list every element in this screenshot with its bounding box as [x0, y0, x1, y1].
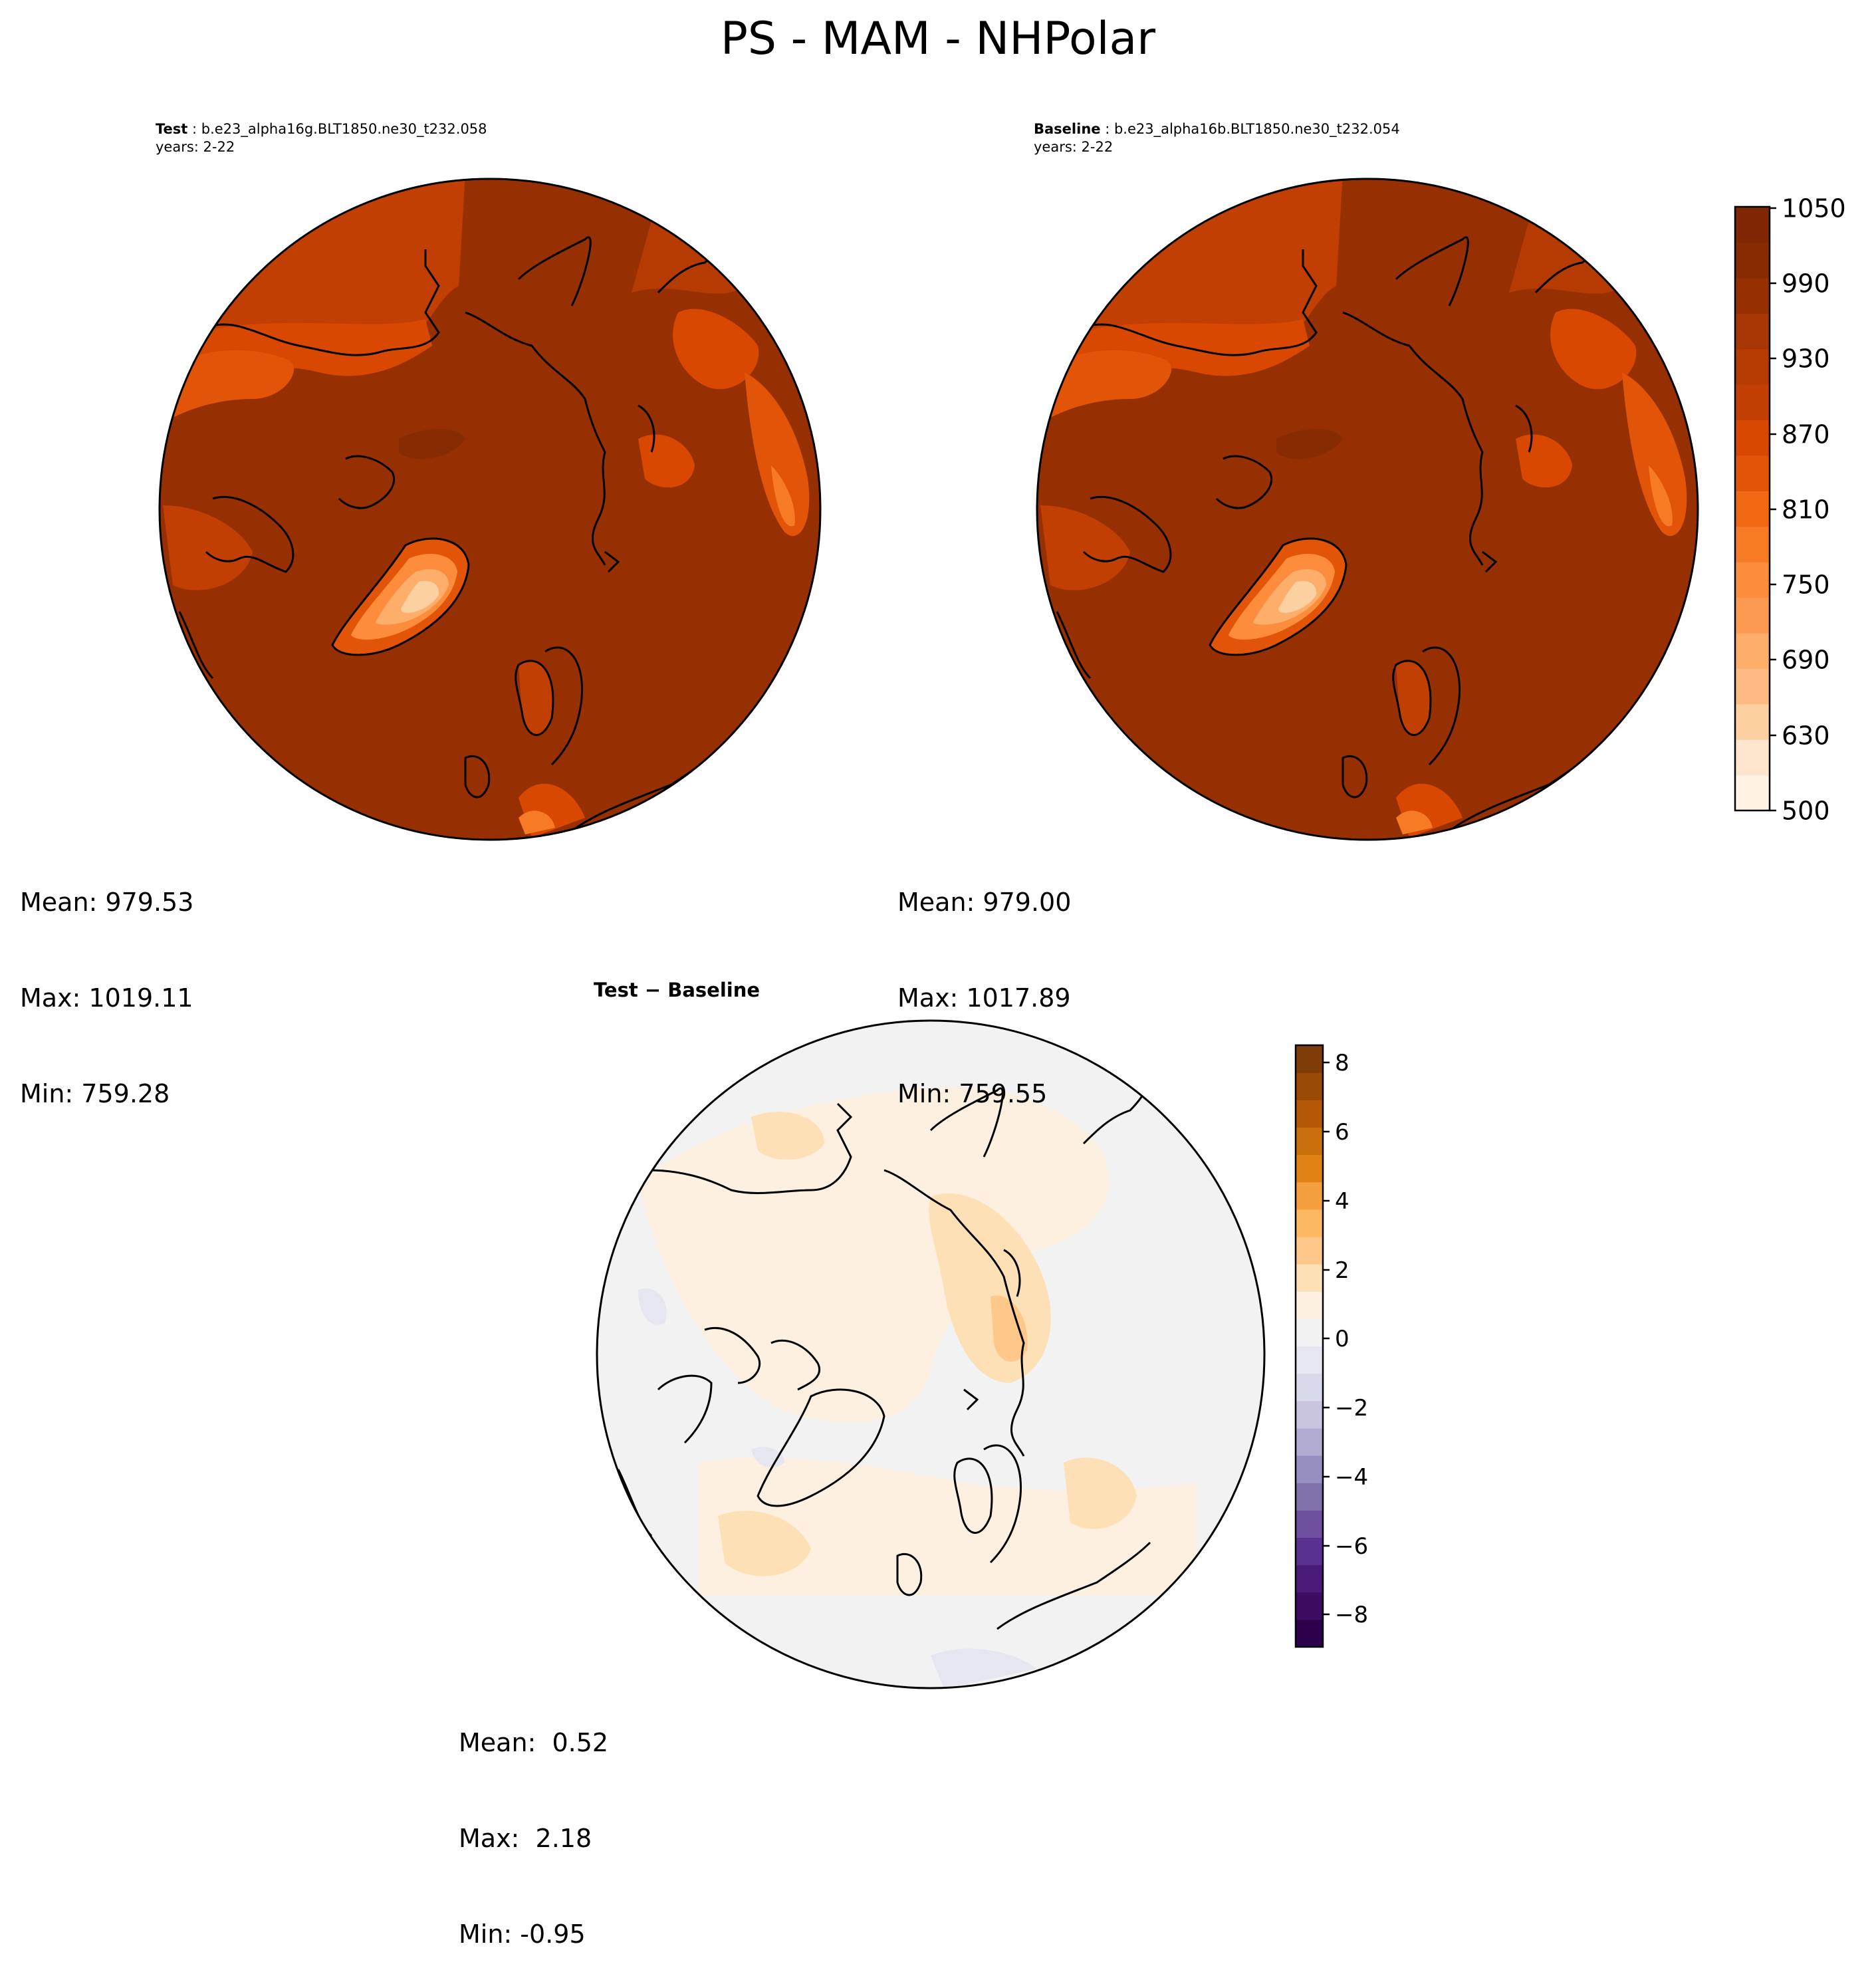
colorbar-swatch — [1296, 1537, 1323, 1566]
colorbar-tick-label: 2 — [1335, 1257, 1349, 1284]
test-min: Min: 759.28 — [20, 1079, 170, 1108]
difference-title-test: Test — [594, 979, 638, 1001]
colorbar-swatch — [1296, 1592, 1323, 1620]
baseline-mean: Mean: 979.00 — [897, 888, 1072, 917]
colorbar-swatch — [1296, 1346, 1323, 1374]
baseline-stats: Mean: 979.00 Max: 1017.89 Min: 759.55 — [897, 822, 1071, 1142]
diff-colorbar-frame — [1294, 1044, 1324, 1648]
colorbar-swatch — [1296, 1100, 1323, 1128]
test-mean: Mean: 979.53 — [20, 888, 194, 917]
ps-colorbar-ticks: 1050 990 930 870 810 750 690 630 500 — [1770, 194, 1846, 826]
colorbar-swatch — [1296, 1400, 1323, 1429]
test-case-name: : b.e23_alpha16g.BLT1850.ne30_t232.058 — [187, 121, 487, 137]
colorbar-swatch — [1735, 348, 1770, 385]
baseline-map — [1036, 178, 1699, 841]
ps-colorbar: 1050 990 930 870 810 750 690 630 500 — [1734, 194, 1846, 826]
colorbar-swatch — [1296, 1510, 1323, 1539]
difference-max: Max: 2.18 — [459, 1824, 592, 1853]
colorbar-tick-label: −2 — [1335, 1395, 1368, 1422]
colorbar-swatch — [1735, 775, 1770, 811]
colorbar-tick-label: 990 — [1782, 269, 1830, 299]
colorbar-swatch — [1296, 1318, 1323, 1347]
diff-colorbar-ticks: 8 6 4 2 0 −2 −4 −6 −8 — [1323, 1050, 1368, 1628]
figure-title: PS - MAM - NHPolar — [720, 13, 1156, 65]
test-case-title: Test : b.e23_alpha16g.BLT1850.ne30_t232.… — [156, 120, 487, 156]
colorbar-swatch — [1735, 242, 1770, 279]
baseline-min: Min: 759.55 — [897, 1079, 1048, 1108]
colorbar-tick-label: 4 — [1335, 1188, 1349, 1215]
colorbar-tick-label: 1050 — [1782, 194, 1846, 223]
test-label: Test — [156, 121, 188, 137]
colorbar-tick-label: −8 — [1335, 1602, 1368, 1628]
colorbar-tick-label: 690 — [1782, 646, 1830, 675]
baseline-years: years: 2-22 — [1034, 139, 1114, 155]
difference-title-baseline: Baseline — [667, 979, 761, 1001]
colorbar-tick-label: 630 — [1782, 721, 1830, 751]
colorbar-swatch — [1735, 455, 1770, 491]
colorbar-tick-label: −4 — [1335, 1464, 1368, 1491]
difference-map — [596, 1019, 1266, 1689]
colorbar-swatch — [1296, 1072, 1323, 1100]
colorbar-swatch — [1296, 1209, 1323, 1237]
colorbar-tick-label: 0 — [1335, 1326, 1349, 1352]
diff-colorbar: 8 6 4 2 0 −2 −4 −6 −8 — [1294, 1044, 1368, 1648]
test-stats: Mean: 979.53 Max: 1019.11 Min: 759.28 — [20, 822, 193, 1142]
colorbar-swatch — [1735, 526, 1770, 562]
baseline-case-name: : b.e23_alpha16b.BLT1850.ne30_t232.054 — [1100, 121, 1400, 137]
baseline-label: Baseline — [1034, 121, 1101, 137]
colorbar-swatch — [1735, 491, 1770, 527]
colorbar-swatch — [1735, 562, 1770, 598]
test-max: Max: 1019.11 — [20, 983, 193, 1013]
test-map — [158, 178, 822, 841]
colorbar-tick-label: 6 — [1335, 1119, 1349, 1146]
colorbar-tick-label: −6 — [1335, 1533, 1368, 1560]
colorbar-swatch — [1296, 1564, 1323, 1593]
colorbar-tick-label: 8 — [1335, 1050, 1349, 1076]
colorbar-swatch — [1296, 1181, 1323, 1210]
colorbar-swatch — [1296, 1483, 1323, 1511]
difference-min: Min: -0.95 — [459, 1920, 586, 1949]
colorbar-swatch — [1735, 739, 1770, 776]
colorbar-swatch — [1735, 597, 1770, 634]
test-years: years: 2-22 — [156, 139, 235, 155]
figure-canvas: 1050 990 930 870 810 750 690 630 500 8 6 4 2 0 −2 −4 −6… — [158, 178, 1846, 1689]
colorbar-swatch — [1735, 207, 1770, 243]
colorbar-swatch — [1296, 1045, 1323, 1073]
colorbar-tick-label: 870 — [1782, 420, 1830, 449]
baseline-max: Max: 1017.89 — [897, 983, 1071, 1013]
colorbar-swatch — [1296, 1291, 1323, 1319]
colorbar-swatch — [1735, 420, 1770, 456]
colorbar-swatch — [1735, 277, 1770, 314]
colorbar-swatch — [1296, 1127, 1323, 1156]
colorbar-swatch — [1296, 1373, 1323, 1402]
diff-colorbar-fill — [1296, 1045, 1323, 1648]
colorbar-swatch — [1735, 313, 1770, 350]
difference-stats: Mean: 0.52 Max: 2.18 Min: -0.95 — [459, 1663, 608, 1982]
colorbar-tick-label: 500 — [1782, 797, 1830, 826]
colorbar-swatch — [1735, 632, 1770, 669]
colorbar-tick-label: 930 — [1782, 344, 1830, 374]
colorbar-swatch — [1296, 1455, 1323, 1483]
colorbar-swatch — [1735, 668, 1770, 705]
colorbar-swatch — [1296, 1154, 1323, 1183]
colorbar-tick-label: 810 — [1782, 495, 1830, 525]
ps-colorbar-fill — [1735, 207, 1770, 811]
colorbar-tick-label: 750 — [1782, 570, 1830, 600]
colorbar-swatch — [1296, 1427, 1323, 1456]
colorbar-swatch — [1735, 703, 1770, 740]
colorbar-swatch — [1296, 1619, 1323, 1648]
baseline-case-title: Baseline : b.e23_alpha16b.BLT1850.ne30_t… — [1034, 120, 1400, 156]
colorbar-swatch — [1296, 1264, 1323, 1292]
difference-title-separator: − — [638, 979, 668, 1001]
difference-mean: Mean: 0.52 — [459, 1728, 609, 1757]
difference-title: Test − Baseline — [594, 979, 760, 1001]
colorbar-swatch — [1735, 384, 1770, 421]
colorbar-swatch — [1296, 1236, 1323, 1265]
